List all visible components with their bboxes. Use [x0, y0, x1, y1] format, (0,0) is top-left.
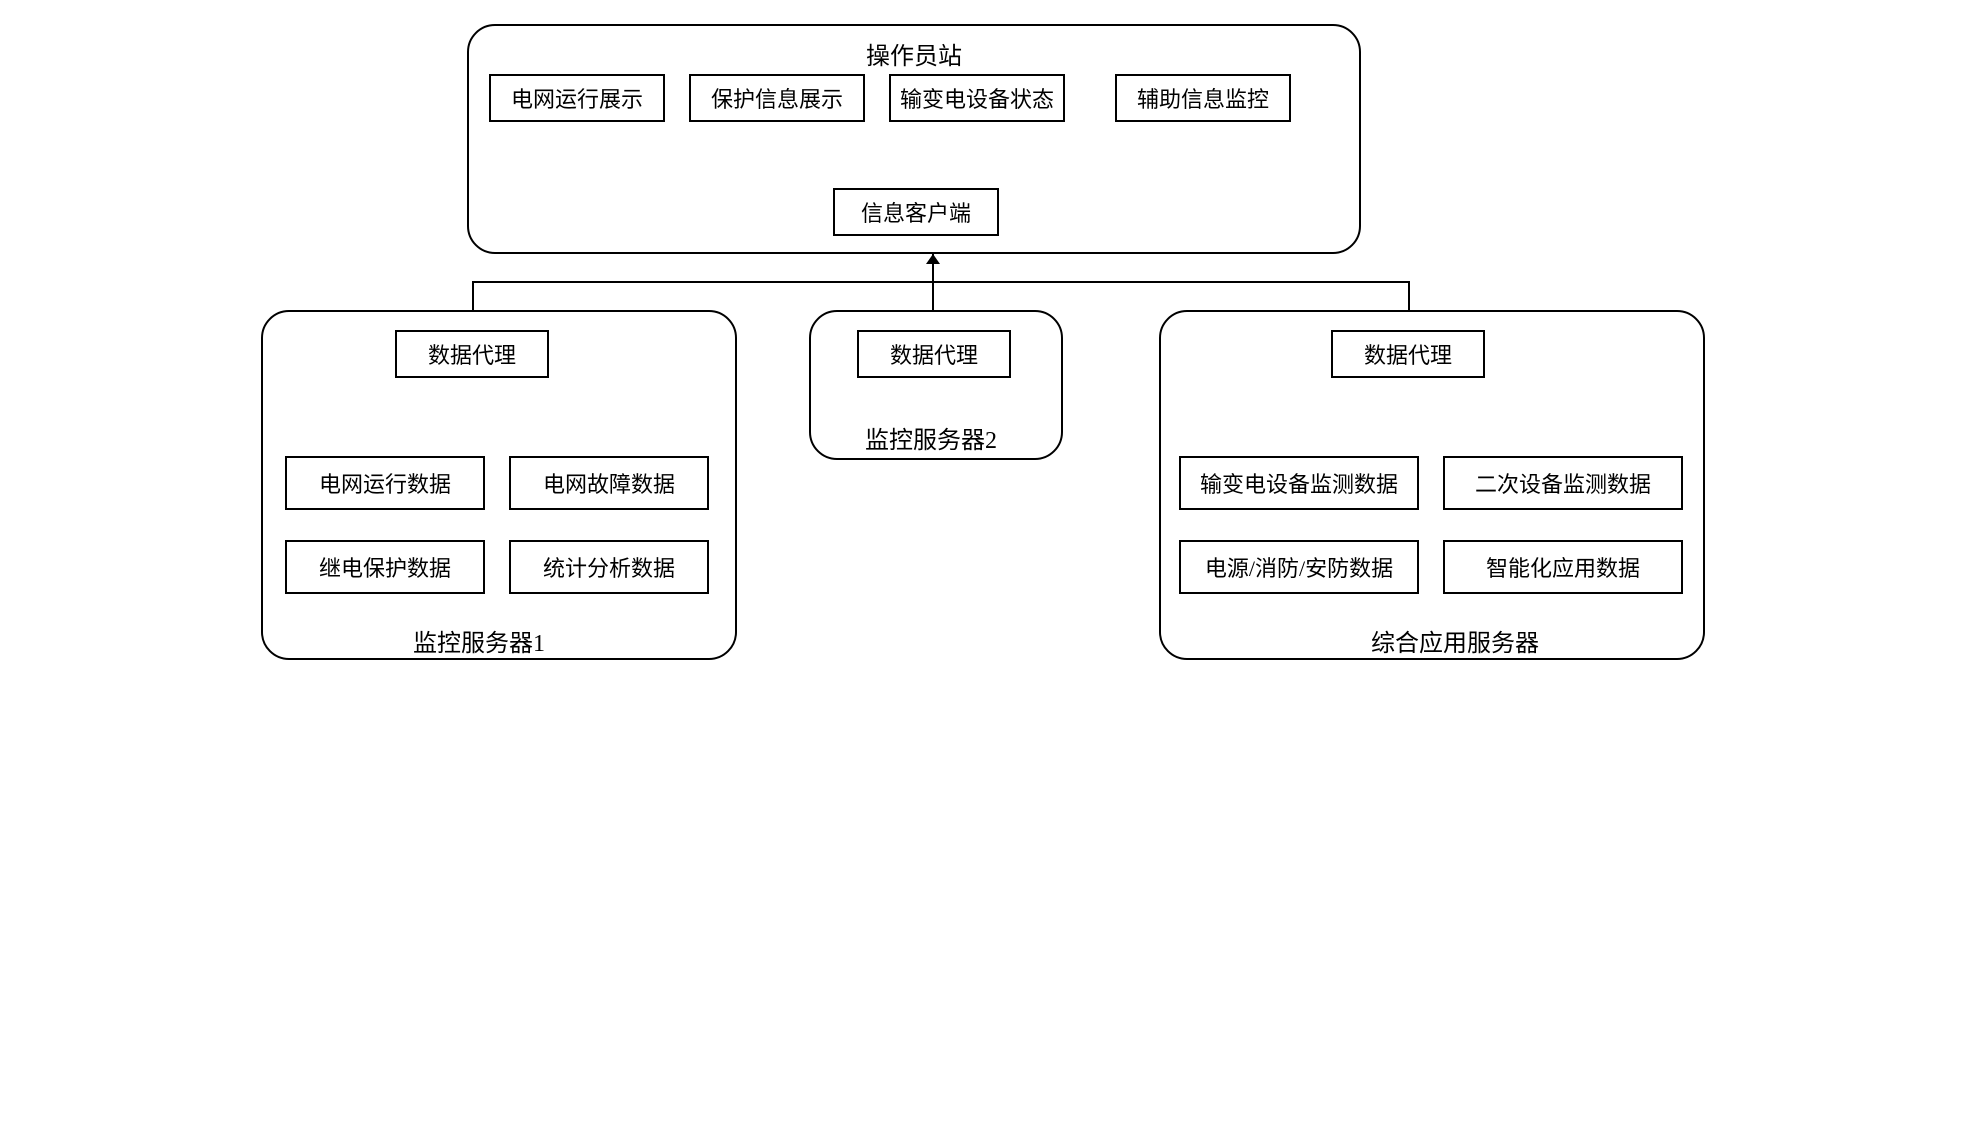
psf-data: 电源/消防/安防数据	[1179, 540, 1419, 594]
label: 监控服务器1	[413, 623, 545, 658]
equip-status: 输变电设备状态	[889, 74, 1065, 122]
grid-fault-data: 电网故障数据	[509, 456, 709, 510]
info-client: 信息客户端	[833, 188, 999, 236]
diagram-canvas: 操作员站电网运行展示保护信息展示输变电设备状态 辅助信息监控信息客户端数据代理电网…	[253, 20, 1713, 868]
label: 监控服务器2	[865, 420, 997, 455]
prot-display: 保护信息展示	[689, 74, 865, 122]
grid-display: 电网运行展示	[489, 74, 665, 122]
sec-equip-data: 二次设备监测数据	[1443, 456, 1683, 510]
label: 综合应用服务器	[1371, 623, 1539, 658]
relay-data: 继电保护数据	[285, 540, 485, 594]
smart-app-data: 智能化应用数据	[1443, 540, 1683, 594]
stats-data: 统计分析数据	[509, 540, 709, 594]
proxy-r: 数据代理	[1331, 330, 1485, 378]
grid-run-data: 电网运行数据	[285, 456, 485, 510]
proxy-m: 数据代理	[857, 330, 1011, 378]
label: 操作员站	[467, 36, 1361, 71]
proxy-l: 数据代理	[395, 330, 549, 378]
aux-monitor: 辅助信息监控	[1115, 74, 1291, 122]
equip-mon-data: 输变电设备监测数据	[1179, 456, 1419, 510]
